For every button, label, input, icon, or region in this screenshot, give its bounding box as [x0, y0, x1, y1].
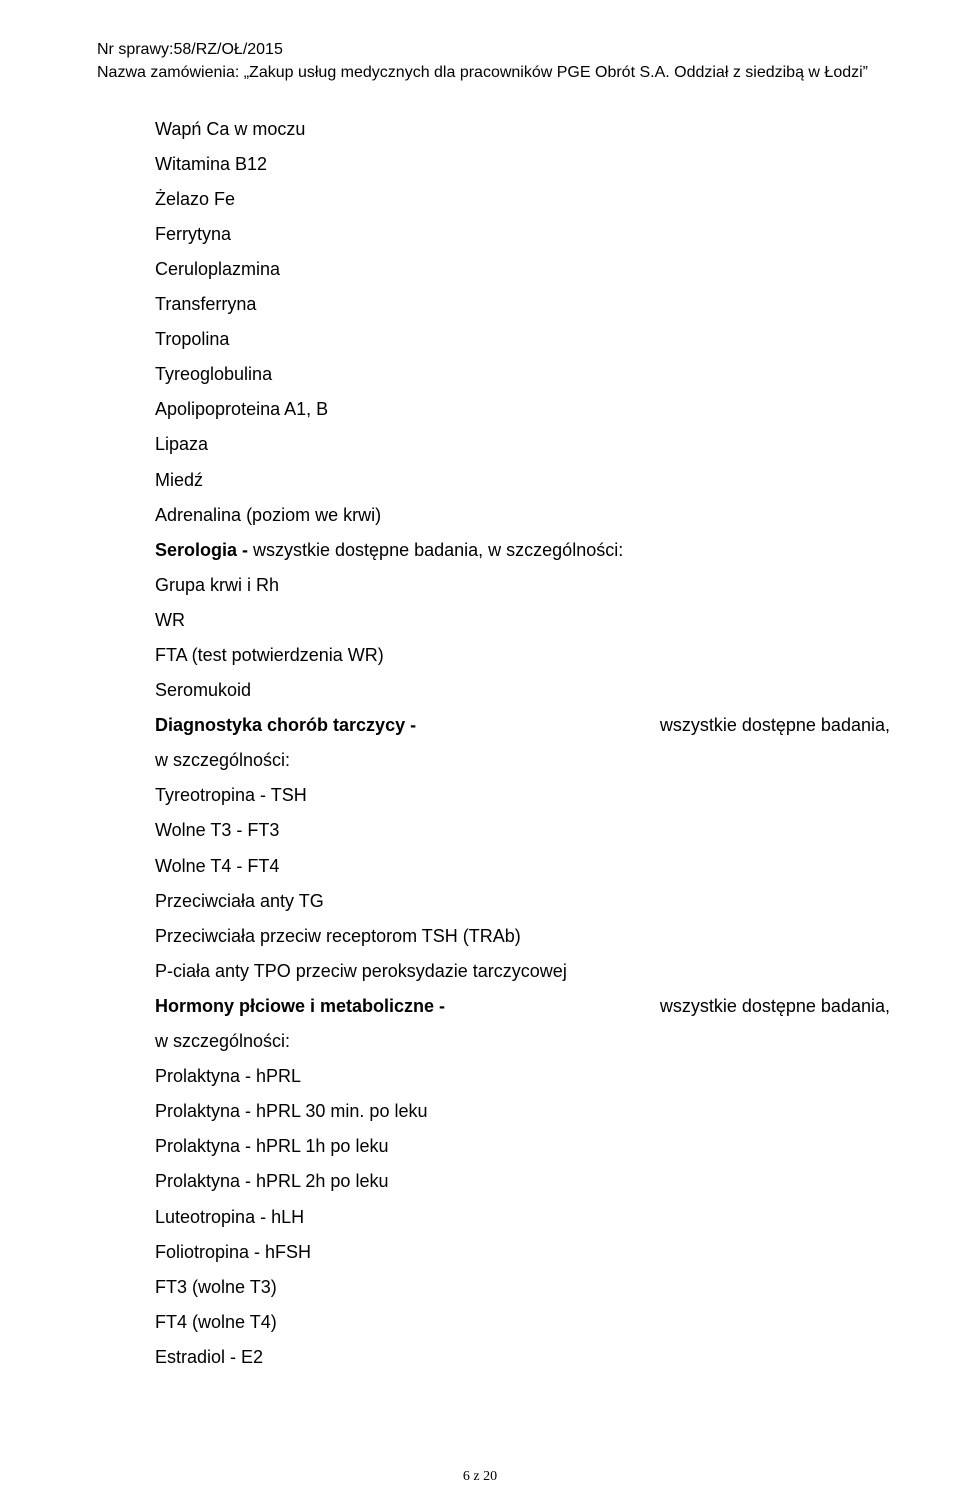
item-tropolina: Tropolina: [155, 322, 890, 357]
heading-serologia: Serologia - wszystkie dostępne badania, …: [155, 533, 890, 568]
item-apolipoproteina: Apolipoproteina A1, B: [155, 392, 890, 427]
item-adrenalina: Adrenalina (poziom we krwi): [155, 498, 890, 533]
item-prolaktyna: Prolaktyna - hPRL: [155, 1059, 890, 1094]
item-lipaza: Lipaza: [155, 427, 890, 462]
heading-hormony-rest: wszystkie dostępne badania,: [660, 989, 890, 1024]
heading-hormony-bold: Hormony płciowe i metaboliczne -: [155, 989, 445, 1024]
document-page: Nr sprawy:58/RZ/OŁ/2015 Nazwa zamówienia…: [0, 0, 960, 1507]
header-case-number: Nr sprawy:58/RZ/OŁ/2015: [97, 40, 890, 61]
item-ft3-wolne: FT3 (wolne T3): [155, 1270, 890, 1305]
heading-serologia-rest: wszystkie dostępne badania, w szczególno…: [253, 540, 623, 560]
item-ft4: Wolne T4 - FT4: [155, 849, 890, 884]
item-ferrytyna: Ferrytyna: [155, 217, 890, 252]
item-trab: Przeciwciała przeciw receptorom TSH (TRA…: [155, 919, 890, 954]
heading-hormony: Hormony płciowe i metaboliczne - wszystk…: [155, 989, 890, 1024]
item-miedz: Miedź: [155, 463, 890, 498]
item-fta: FTA (test potwierdzenia WR): [155, 638, 890, 673]
item-transferryna: Transferryna: [155, 287, 890, 322]
item-grupa-krwi: Grupa krwi i Rh: [155, 568, 890, 603]
item-zelazo: Żelazo Fe: [155, 182, 890, 217]
heading-diagnostyka-tarczycy: Diagnostyka chorób tarczycy - wszystkie …: [155, 708, 890, 743]
heading-serologia-bold: Serologia -: [155, 540, 253, 560]
item-prolaktyna-1h: Prolaktyna - hPRL 1h po leku: [155, 1129, 890, 1164]
item-foliotropina: Foliotropina - hFSH: [155, 1235, 890, 1270]
item-wr: WR: [155, 603, 890, 638]
heading-diagnostyka-rest: wszystkie dostępne badania,: [660, 708, 890, 743]
item-ft3: Wolne T3 - FT3: [155, 813, 890, 848]
item-ft4-wolne: FT4 (wolne T4): [155, 1305, 890, 1340]
item-anty-tpo: P-ciała anty TPO przeciw peroksydazie ta…: [155, 954, 890, 989]
page-number: 6 z 20: [0, 1469, 960, 1485]
text-w-szczegolnosci-2: w szczególności:: [155, 1024, 890, 1059]
item-tyreoglobulina: Tyreoglobulina: [155, 357, 890, 392]
item-anty-tg: Przeciwciała anty TG: [155, 884, 890, 919]
item-witamina-b12: Witamina B12: [155, 147, 890, 182]
header-block: Nr sprawy:58/RZ/OŁ/2015 Nazwa zamówienia…: [97, 40, 890, 84]
item-prolaktyna-2h: Prolaktyna - hPRL 2h po leku: [155, 1164, 890, 1199]
item-ceruloplazmina: Ceruloplazmina: [155, 252, 890, 287]
item-estradiol: Estradiol - E2: [155, 1340, 890, 1375]
header-order-name: Nazwa zamówienia: „Zakup usług medycznyc…: [97, 63, 890, 84]
item-seromukoid: Seromukoid: [155, 673, 890, 708]
text-w-szczegolnosci-1: w szczególności:: [155, 743, 890, 778]
item-luteotropina: Luteotropina - hLH: [155, 1200, 890, 1235]
item-wapn: Wapń Ca w moczu: [155, 112, 890, 147]
item-tsh: Tyreotropina - TSH: [155, 778, 890, 813]
heading-diagnostyka-bold: Diagnostyka chorób tarczycy -: [155, 708, 416, 743]
item-prolaktyna-30: Prolaktyna - hPRL 30 min. po leku: [155, 1094, 890, 1129]
